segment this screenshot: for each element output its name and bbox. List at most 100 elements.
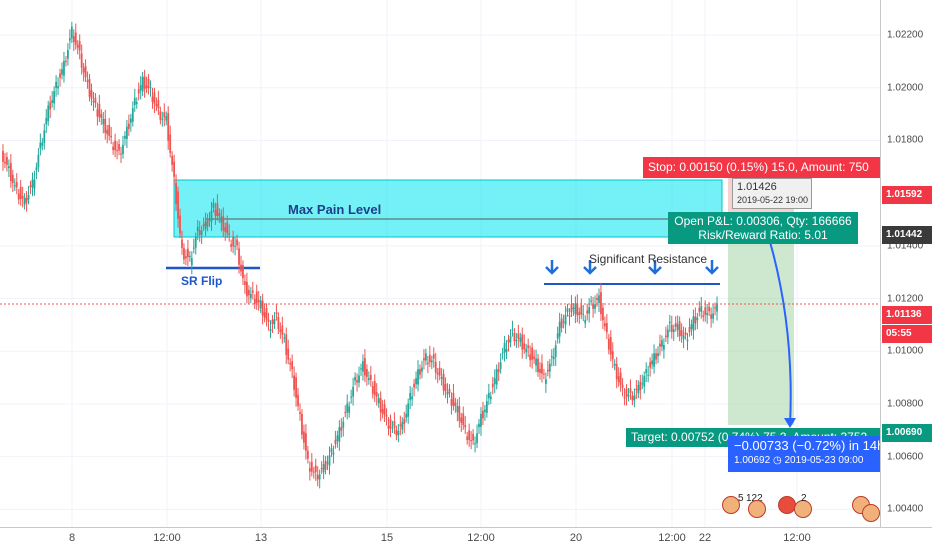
candle-body [485,401,488,413]
candle-body [627,394,630,397]
measure-detail: 1.00692 ◷ 2019-05-23 09:00 [734,454,874,468]
candle-body [218,212,221,217]
candle-body [578,312,581,315]
candle-body [401,421,404,430]
candle-body [531,347,534,360]
candle-body [674,323,677,327]
candle-body [670,324,673,332]
candle-body [509,336,512,343]
candle-body [283,337,286,339]
candle-body [249,293,252,299]
candle-body [171,155,174,165]
current-price-tag[interactable]: 1.01442 [882,225,932,244]
candle-body [436,372,439,375]
candle-body [423,358,425,361]
candle-body [617,376,620,383]
candle-body [163,112,166,118]
candle-body [484,409,486,412]
candle-body [23,197,26,205]
candle-body [51,100,54,103]
candle-body [639,381,642,391]
candle-body [27,194,30,200]
max-pain-label[interactable]: Max Pain Level [288,202,382,217]
candle-body [110,135,113,138]
candle-body [716,303,718,312]
candle-body [96,109,99,117]
candle-body [419,369,421,375]
candle-body [291,361,294,370]
candle-body [59,73,61,78]
hover-price: 1.01426 [737,181,777,193]
candle-body [466,436,469,440]
candle-body [428,354,431,363]
candle-body [684,332,687,335]
candle-body [322,464,325,473]
candle-body [106,129,109,135]
candle-body [360,368,362,370]
candle-body [68,38,71,41]
candle-body [306,450,309,459]
candle-body [495,369,498,385]
candle-body [365,369,368,377]
price-axis[interactable]: 1.02200 1.02000 1.01800 1.01400 1.01200 1.010… [880,0,932,527]
candle-body [183,247,185,260]
candle-body [165,116,168,121]
candle-body [39,142,42,149]
us-flag-event-icon[interactable] [862,504,880,522]
candle-body [301,413,303,435]
candle-body [515,339,518,342]
candle-body [255,291,258,304]
candle-body [188,255,191,258]
candle-body [127,123,130,129]
candle-body [114,140,117,151]
candle-body [320,467,323,470]
candle-body [118,144,120,151]
significant-resistance-label[interactable]: Significant Resistance [589,252,708,266]
candle-body [421,367,423,372]
candle-body [151,96,154,102]
us-flag-event-icon[interactable] [748,500,766,518]
stop-label[interactable]: Stop: 0.00150 (0.15%) 15.0, Amount: 750 [643,157,880,178]
swiss-flag-event-icon[interactable] [778,496,796,514]
candle-body [88,78,91,97]
candle-body [572,307,575,310]
candle-body [137,89,140,94]
stop-price-tag[interactable]: 1.01592 [882,186,932,205]
candle-body [525,348,528,353]
candle-body [584,320,587,324]
candle-body [505,349,508,353]
candle-body [55,81,57,88]
us-flag-event-icon[interactable] [722,496,740,514]
candle-body [442,373,445,391]
candle-body [641,383,644,385]
candle-body [214,209,217,216]
max-pain-zone[interactable] [173,179,723,238]
candle-body [354,377,356,381]
price-tick-label: 1.00400 [887,503,924,515]
last-price-tag[interactable]: 1.01136 [882,306,932,325]
candle-body [424,353,427,361]
chart-area[interactable]: Max Pain Level SR Flip Significant Resis… [0,0,880,527]
resistance-arrows [545,260,719,275]
candle-body [295,377,297,398]
candle-body [586,310,589,314]
measure-date: 2019-05-23 09:00 [784,455,864,466]
down-arrow-icon [705,260,719,275]
time-axis[interactable]: 8 12:00 13 15 12:00 20 12:00 22 12:00 [0,527,932,550]
target-price-tag[interactable]: 1.00690 [882,423,932,442]
candle-body [216,203,219,217]
candle-body [305,433,307,451]
candle-body [340,427,343,431]
sr-flip-label[interactable]: SR Flip [181,274,223,288]
candle-body [698,308,701,312]
pl-label[interactable]: Open P&L: 0.00306, Qty: 166666 Risk/Rewa… [668,212,858,244]
candle-body [568,314,571,317]
candle-body [155,104,158,107]
candle-body [43,130,46,143]
candle-body [367,378,370,380]
candle-body [314,465,317,472]
candle-body [635,388,638,391]
price-chart[interactable] [0,0,880,527]
candle-body [430,360,433,363]
eu-flag-event-icon[interactable] [794,500,812,518]
